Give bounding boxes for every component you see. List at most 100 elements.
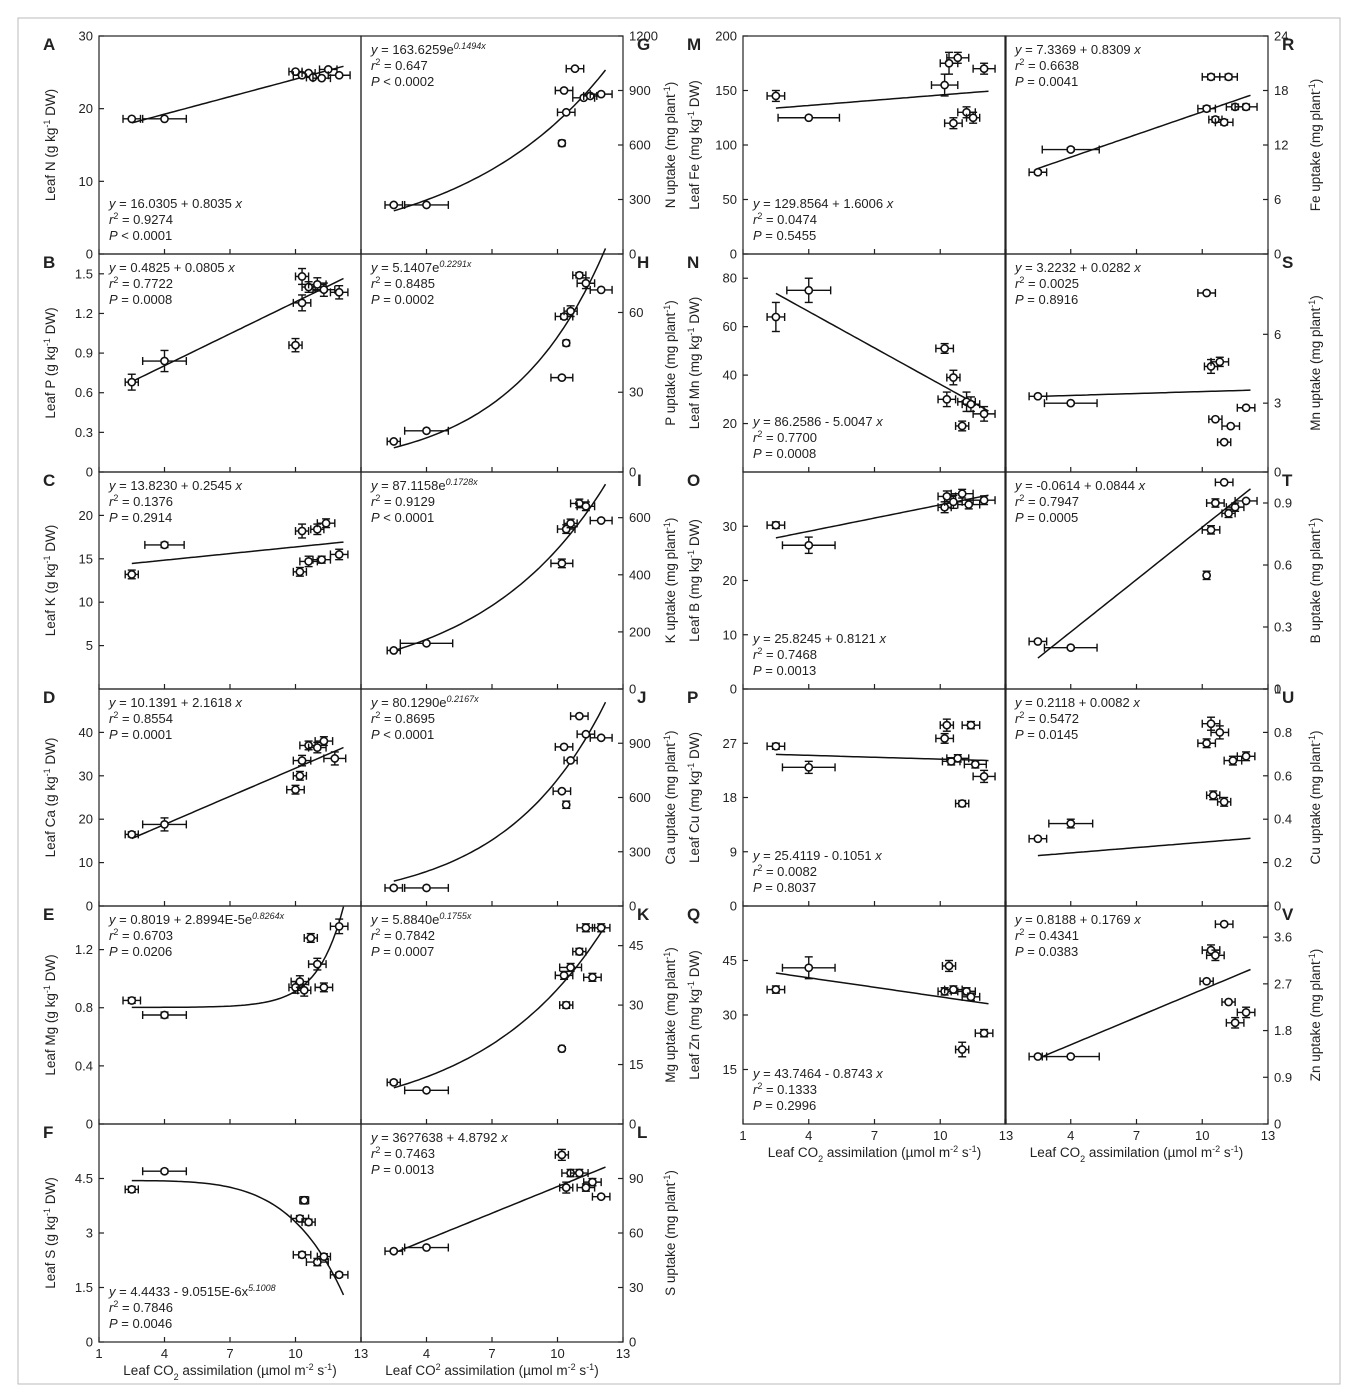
data-marker <box>566 963 575 972</box>
data-marker <box>422 426 431 436</box>
equation-var: y <box>370 478 379 493</box>
equation-text: y = 163.6259e0.1494x <box>370 41 486 57</box>
data-point <box>556 107 576 117</box>
r2-sup: 2 <box>757 646 762 656</box>
equation-var: y <box>370 912 379 927</box>
equation-text: y = 5.8840e0.1755x <box>370 911 472 927</box>
panel-u: 0 0.2 0.4 0.6 0.8 1 Cu uptake (mg plant-1) Uy =… <box>1004 682 1323 914</box>
y-tick-label: 30 <box>723 519 737 534</box>
equation-var: x <box>879 631 887 646</box>
data-marker <box>1219 919 1229 929</box>
data-point <box>786 277 832 304</box>
r-squared-text: r2 = 0.0474 <box>753 211 817 227</box>
data-point <box>1197 738 1217 749</box>
p-value-text: P = 0.0041 <box>1015 74 1078 89</box>
y-axis-label-sup: -1 <box>42 338 52 346</box>
r2-symbol: r <box>109 711 114 726</box>
data-point <box>292 754 312 767</box>
data-marker <box>319 285 329 295</box>
data-marker <box>295 771 305 781</box>
y-axis-label-sup: -1 <box>42 985 52 993</box>
data-marker <box>1241 751 1251 761</box>
text-span: Mn uptake (mg plant <box>1308 307 1323 430</box>
p-symbol: P <box>109 1316 118 1331</box>
text-span: Leaf Mg (g kg <box>43 993 58 1076</box>
r2-sup: 2 <box>1019 275 1024 285</box>
data-point <box>554 742 574 752</box>
data-point <box>943 117 963 130</box>
x-tick-label: 1 <box>739 1128 746 1143</box>
data-point <box>576 729 596 739</box>
data-point <box>576 277 596 290</box>
text-span: DW) <box>687 80 702 111</box>
x-tick-label: 1 <box>95 1346 102 1361</box>
p-value-text: P < 0.0001 <box>371 510 434 525</box>
fit-curve <box>1037 94 1251 170</box>
p-value: = 0.0145 <box>1024 727 1079 742</box>
equation-var: x <box>886 196 894 211</box>
data-marker <box>771 741 781 751</box>
equation-exponent: 0.1755x <box>439 911 472 921</box>
text-span: ) <box>663 300 678 305</box>
data-marker <box>1206 525 1216 535</box>
data-marker <box>297 298 307 308</box>
data-marker <box>1211 498 1220 508</box>
r-squared-text: r2 = 0.1333 <box>753 1081 817 1097</box>
text-span: Leaf Zn (mg kg <box>687 989 702 1080</box>
r-squared-text: r2 = 0.1376 <box>109 493 173 509</box>
data-marker <box>574 1168 584 1178</box>
r2-value: = 0.7722 <box>118 276 173 291</box>
panel-letter: M <box>687 35 701 54</box>
r2-sup: 2 <box>757 863 762 873</box>
y-axis-label-sup: -1 <box>42 555 52 563</box>
r2-sup: 2 <box>113 927 118 937</box>
text-span: DW) <box>687 950 702 981</box>
data-marker <box>1033 637 1043 646</box>
data-point <box>937 391 957 408</box>
equation-part: = 7.3369 + 0.8309 <box>1022 42 1135 57</box>
y-tick-label: 0 <box>86 247 93 262</box>
p-value-text: P = 0.0046 <box>109 1316 172 1331</box>
data-point <box>1041 145 1100 154</box>
data-point <box>766 985 786 994</box>
fit-curve <box>1037 968 1251 1060</box>
y-tick-label: 300 <box>629 844 651 859</box>
panel-letter: H <box>637 253 649 272</box>
p-value: = 0.5455 <box>762 228 817 243</box>
y-axis-label: Leaf S (g kg-1 DW) <box>42 1177 58 1289</box>
data-marker <box>127 829 137 839</box>
data-marker <box>596 89 606 99</box>
r2-value: = 0.7700 <box>762 430 817 445</box>
data-marker <box>566 518 575 528</box>
y-tick-label: 1.5 <box>75 266 93 281</box>
data-marker <box>330 754 340 763</box>
p-value: = 0.0001 <box>118 727 173 742</box>
y-tick-label: 0.8 <box>75 1000 93 1015</box>
y-tick-label: 1.2 <box>75 942 93 957</box>
x-label-sup: -2 <box>1212 1144 1220 1154</box>
y-tick-label: 900 <box>629 83 651 98</box>
fit-curve <box>1037 488 1251 659</box>
data-marker <box>1202 570 1212 580</box>
r2-value: = 0.7947 <box>1024 494 1079 509</box>
y-axis-label-sup: -1 <box>686 327 696 335</box>
data-point <box>124 1185 140 1194</box>
equation-var: y <box>1014 695 1023 710</box>
r-squared-text: r2 = 0.6638 <box>1015 57 1079 73</box>
y-axis-label: Mn uptake (mg plant-1) <box>1307 295 1323 431</box>
p-symbol: P <box>1015 727 1024 742</box>
data-marker <box>979 409 989 419</box>
panel-letter: S <box>1282 253 1293 272</box>
data-marker <box>574 270 584 280</box>
data-marker <box>940 80 950 90</box>
text-span: DW) <box>43 738 58 769</box>
data-marker <box>1228 756 1238 766</box>
y-tick-label: 40 <box>79 725 93 740</box>
data-marker <box>334 1270 344 1280</box>
data-marker <box>334 550 344 559</box>
y-tick-label: 90 <box>629 1171 643 1186</box>
text-span: Ca uptake (mg plant <box>663 743 678 865</box>
data-point <box>292 770 308 781</box>
data-point <box>1214 477 1234 487</box>
p-symbol: P <box>371 292 380 307</box>
